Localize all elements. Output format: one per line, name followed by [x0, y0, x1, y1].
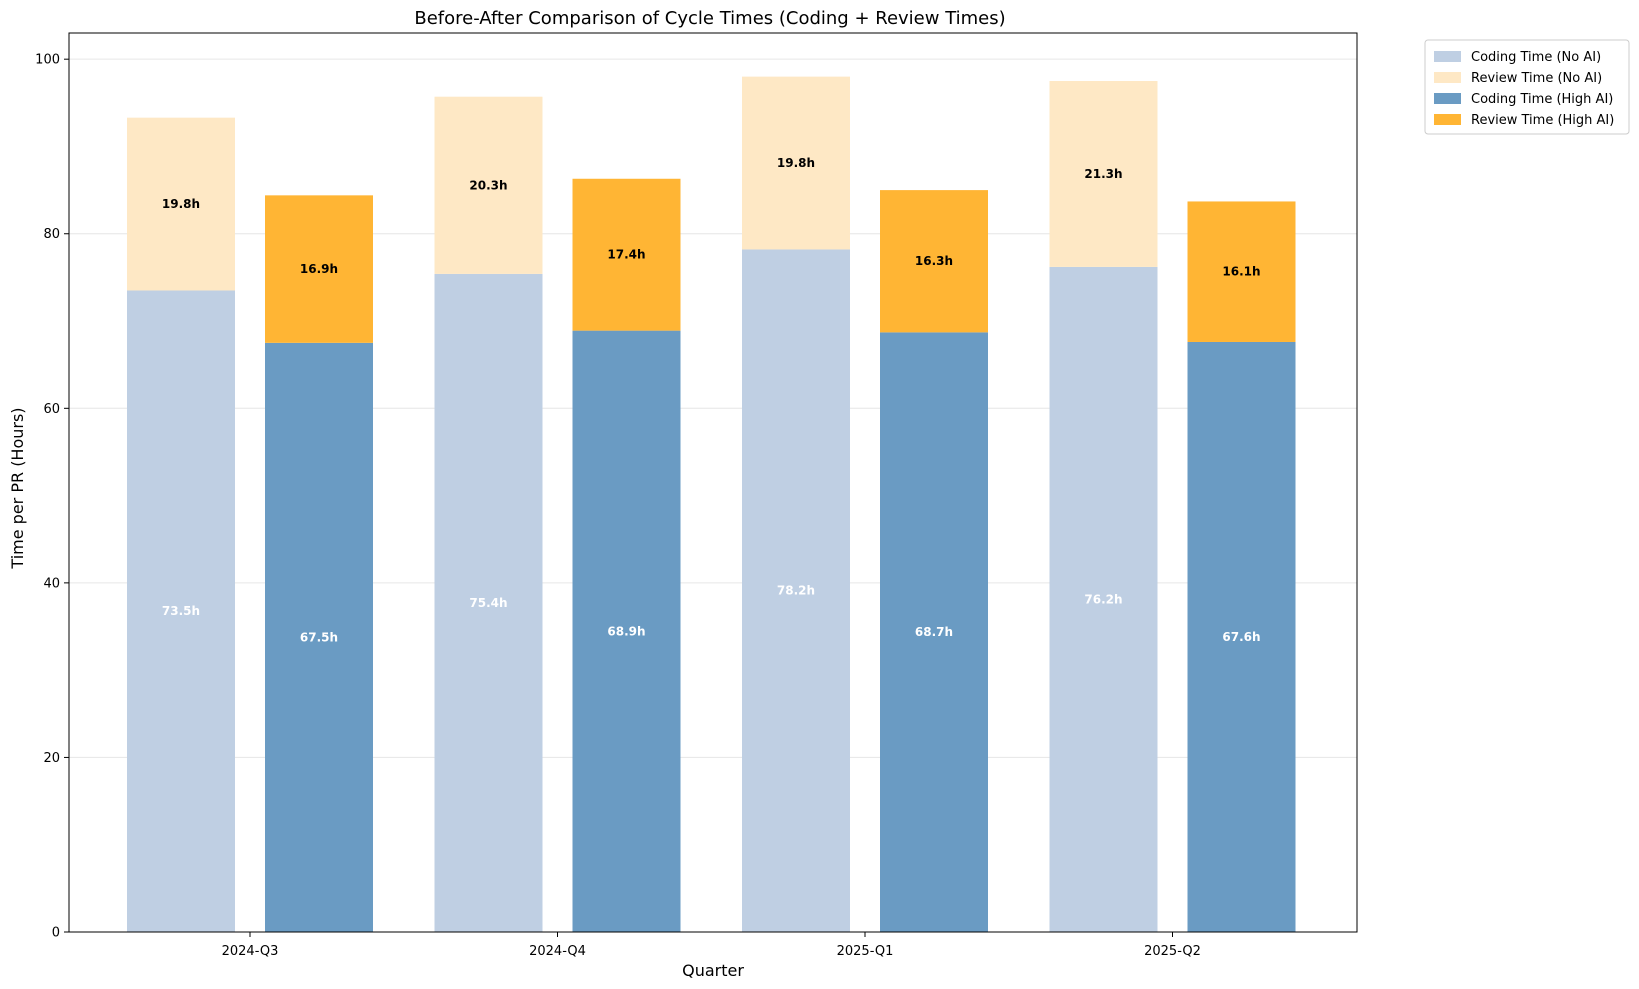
x-axis-label: Quarter — [682, 961, 744, 980]
grid-layer — [69, 58, 1357, 758]
bar-coding-time-no-ai-2024-q3 — [127, 290, 235, 932]
bar-review-time-no-ai-2025-q1 — [742, 76, 850, 250]
bars-layer: 73.5h 19.8h 67.5h 16.9h 75.4h 20.3h 68.9h 17.4h… — [127, 76, 1296, 933]
legend-label: Review Time (No AI) — [1471, 71, 1602, 86]
y-tick-label: 100 — [35, 53, 60, 68]
bar-review-time-no-ai-2024-q4 — [434, 96, 543, 274]
bar-value-label: 16.1h — [1222, 265, 1260, 279]
bar-value-label: 21.3h — [1084, 167, 1122, 181]
bar-review-time-high-ai-2025-q2 — [1187, 201, 1296, 342]
bar-value-label: 75.4h — [469, 596, 507, 610]
bar-value-label: 16.3h — [915, 254, 953, 268]
x-tick-label: 2025-Q1 — [837, 944, 894, 959]
legend: Coding Time (No AI) Review Time (No AI) Co… — [1424, 39, 1630, 135]
legend-swatch — [1434, 72, 1461, 83]
bar-coding-time-high-ai-2025-q1 — [880, 332, 988, 932]
bar-value-label: 19.8h — [777, 156, 815, 170]
legend-swatch — [1434, 51, 1461, 62]
axes-layer: 0 20 40 60 80 100 2024-Q3 2024-Q4 2025-Q1 2025-Q2 — [35, 32, 1358, 959]
bar-value-label: 67.5h — [300, 630, 338, 644]
plot-frame — [68, 32, 1358, 933]
legend-label: Coding Time (High AI) — [1471, 92, 1613, 107]
bar-value-label: 68.7h — [915, 625, 953, 639]
bar-value-label: 76.2h — [1084, 592, 1122, 606]
bar-review-time-no-ai-2025-q2 — [1049, 81, 1158, 267]
bar-review-time-high-ai-2024-q4 — [572, 178, 681, 331]
bar-value-label: 20.3h — [469, 178, 507, 192]
bar-value-label: 67.6h — [1222, 630, 1260, 644]
chart-title: Before-After Comparison of Cycle Times (… — [414, 8, 1005, 29]
y-tick-label: 60 — [43, 402, 60, 417]
bar-coding-time-high-ai-2024-q4 — [572, 330, 681, 932]
x-tick-label: 2024-Q3 — [222, 944, 279, 959]
y-tick-label: 0 — [52, 926, 60, 941]
bar-value-label: 73.5h — [162, 604, 200, 618]
bar-coding-time-no-ai-2025-q2 — [1049, 266, 1158, 932]
legend-swatch — [1434, 114, 1461, 125]
bar-value-label: 17.4h — [607, 248, 645, 262]
y-tick-label: 20 — [43, 751, 60, 766]
bar-coding-time-no-ai-2025-q1 — [742, 249, 850, 932]
legend-box — [1424, 39, 1630, 135]
y-axis-label: Time per PR (Hours) — [8, 407, 27, 569]
bar-value-label: 16.9h — [300, 262, 338, 276]
x-tick-label: 2025-Q2 — [1144, 944, 1201, 959]
legend-swatch — [1434, 93, 1461, 104]
y-tick-label: 40 — [43, 576, 60, 591]
bar-review-time-high-ai-2024-q3 — [265, 195, 373, 343]
legend-label: Review Time (High AI) — [1471, 113, 1614, 128]
bar-value-label: 78.2h — [777, 584, 815, 598]
bar-review-time-high-ai-2025-q1 — [880, 190, 988, 333]
bar-review-time-no-ai-2024-q3 — [127, 117, 235, 291]
bar-coding-time-high-ai-2025-q2 — [1187, 341, 1296, 932]
bar-coding-time-high-ai-2024-q3 — [265, 342, 373, 933]
bar-coding-time-no-ai-2024-q4 — [434, 273, 543, 932]
x-tick-label: 2024-Q4 — [529, 944, 586, 959]
bar-value-label: 19.8h — [162, 197, 200, 211]
y-tick-label: 80 — [43, 227, 60, 242]
legend-label: Coding Time (No AI) — [1471, 50, 1601, 65]
bar-value-label: 68.9h — [607, 624, 645, 638]
